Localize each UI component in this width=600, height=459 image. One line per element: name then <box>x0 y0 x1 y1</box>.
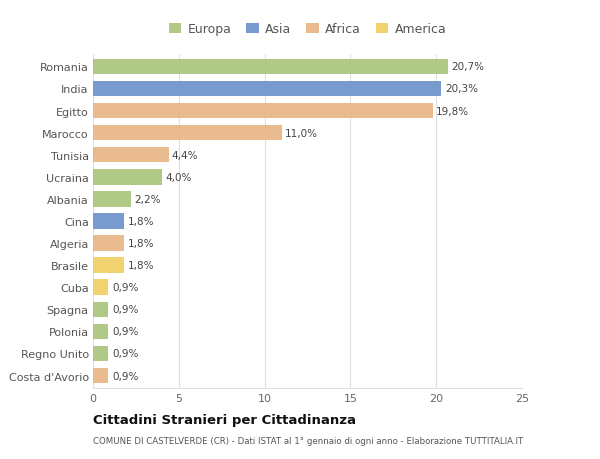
Legend: Europa, Asia, Africa, America: Europa, Asia, Africa, America <box>164 18 451 41</box>
Bar <box>93 170 161 185</box>
Text: 2,2%: 2,2% <box>134 195 161 204</box>
Bar <box>93 60 448 75</box>
Bar <box>93 214 124 229</box>
Text: 1,8%: 1,8% <box>127 261 154 270</box>
Bar <box>93 368 109 383</box>
Bar <box>93 280 109 295</box>
Text: 0,9%: 0,9% <box>112 283 138 292</box>
Text: 1,8%: 1,8% <box>127 217 154 226</box>
Text: COMUNE DI CASTELVERDE (CR) - Dati ISTAT al 1° gennaio di ogni anno - Elaborazion: COMUNE DI CASTELVERDE (CR) - Dati ISTAT … <box>93 436 523 445</box>
Text: 19,8%: 19,8% <box>436 106 469 116</box>
Bar <box>93 148 169 163</box>
Text: 0,9%: 0,9% <box>112 349 138 358</box>
Bar <box>93 236 124 251</box>
Bar <box>93 104 433 119</box>
Text: 11,0%: 11,0% <box>285 129 318 138</box>
Text: 20,7%: 20,7% <box>452 62 485 72</box>
Text: 20,3%: 20,3% <box>445 84 478 94</box>
Text: Cittadini Stranieri per Cittadinanza: Cittadini Stranieri per Cittadinanza <box>93 413 356 426</box>
Text: 4,0%: 4,0% <box>165 173 191 182</box>
Bar <box>93 258 124 273</box>
Text: 0,9%: 0,9% <box>112 327 138 336</box>
Text: 0,9%: 0,9% <box>112 305 138 314</box>
Bar <box>93 324 109 339</box>
Bar <box>93 346 109 361</box>
Text: 0,9%: 0,9% <box>112 371 138 381</box>
Text: 4,4%: 4,4% <box>172 151 199 160</box>
Bar <box>93 82 442 97</box>
Bar <box>93 126 282 141</box>
Bar <box>93 192 131 207</box>
Bar <box>93 302 109 317</box>
Text: 1,8%: 1,8% <box>127 239 154 248</box>
